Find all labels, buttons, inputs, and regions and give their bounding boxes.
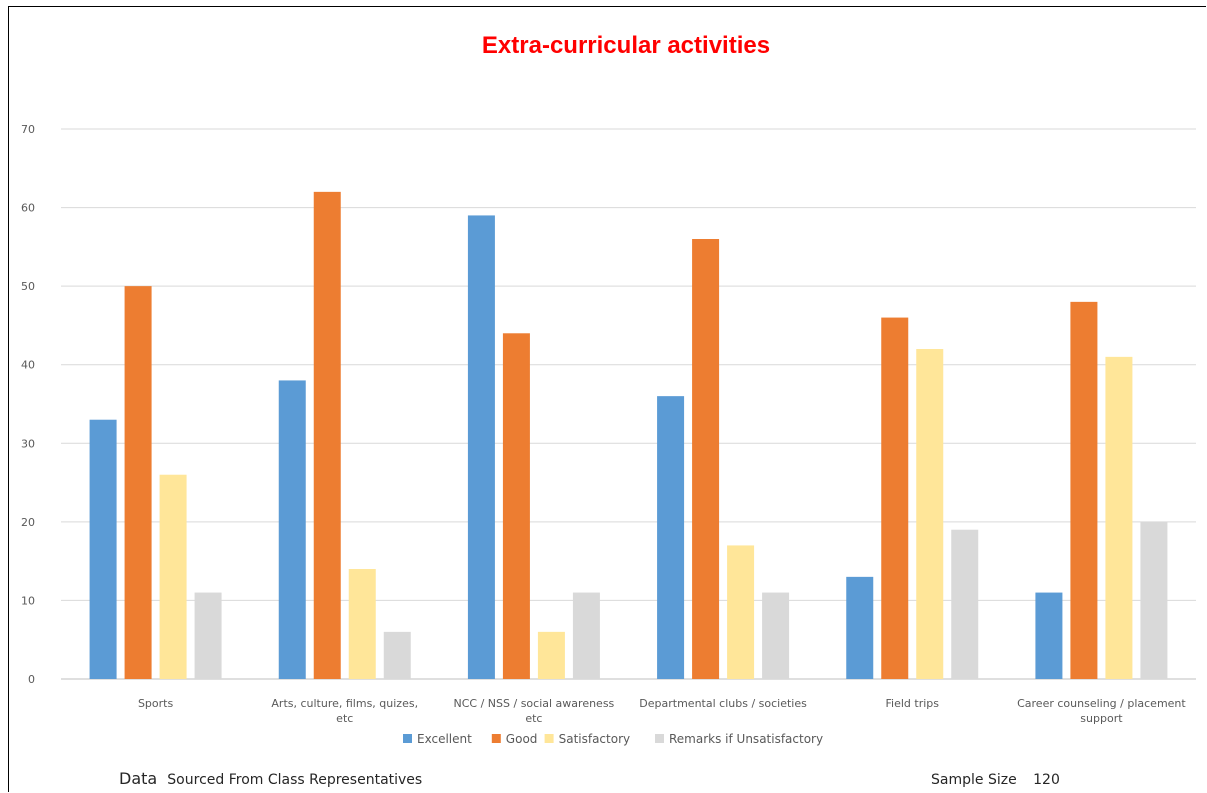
bar-remarks-if-unsatisfactory (572, 592, 600, 679)
y-tick-label: 50 (21, 280, 35, 293)
bar-excellent (89, 419, 117, 679)
bar-remarks-if-unsatisfactory (383, 631, 411, 679)
bar-satisfactory (159, 474, 187, 679)
bar-satisfactory (537, 631, 565, 679)
legend-swatch (403, 734, 412, 743)
y-tick-label: 10 (21, 594, 35, 607)
y-tick-label: 40 (21, 359, 35, 372)
x-category-label: Career counseling / placement support (1017, 697, 1186, 725)
x-category-label: NCC / NSS / social awareness etc (454, 697, 615, 725)
bar-excellent (1035, 592, 1063, 679)
legend-swatch (544, 734, 554, 743)
bar-excellent (846, 576, 874, 679)
bar-good (313, 191, 341, 679)
bar-good (881, 317, 909, 679)
x-axis-labels: Sports Arts, culture, films, quizes, etc NC… (138, 697, 1186, 725)
x-category-label: Departmental clubs / societies (639, 697, 807, 710)
legend-swatch (655, 734, 664, 743)
bar-remarks-if-unsatisfactory (951, 529, 979, 679)
chart: Extra-curricular activities 0 10 20 30 40 50 6… (21, 32, 1196, 788)
legend-label: Good (506, 732, 538, 746)
bar-remarks-if-unsatisfactory (1140, 521, 1168, 679)
bar-good (692, 239, 720, 679)
chart-title: Extra-curricular activities (482, 32, 770, 59)
footer-source-text: Sourced From Class Representatives (167, 772, 422, 788)
bar-good (124, 286, 152, 679)
bar-good (1070, 301, 1098, 679)
y-tick-label: 20 (21, 516, 35, 529)
y-tick-label: 70 (21, 123, 35, 136)
x-category-label: Field trips (886, 697, 940, 710)
bar-satisfactory (727, 545, 755, 679)
bar-excellent (467, 215, 495, 679)
bar-good (502, 333, 530, 679)
legend-label: Remarks if Unsatisfactory (669, 732, 823, 746)
y-tick-label: 30 (21, 437, 35, 450)
legend: Excellent Good Satisfactory Remarks if Unsa… (403, 732, 823, 746)
grid-layer: 0 10 20 30 40 50 60 70 (21, 123, 1196, 686)
y-tick-label: 0 (28, 673, 35, 686)
footer-data-word: Data (119, 769, 157, 788)
bar-satisfactory (1105, 356, 1133, 679)
x-category-label: Arts, culture, films, quizes, etc (271, 697, 418, 725)
bar-excellent (278, 380, 306, 679)
bar-excellent (657, 396, 685, 679)
footer-source: Data Sourced From Class Representatives (119, 769, 422, 788)
legend-label: Satisfactory (559, 732, 631, 746)
bars-layer (89, 191, 1168, 679)
legend-label: Excellent (417, 732, 472, 746)
y-tick-label: 60 (21, 202, 35, 215)
footer-sample-label: Sample Size (931, 772, 1017, 788)
x-category-label: Sports (138, 697, 174, 710)
bar-remarks-if-unsatisfactory (194, 592, 222, 679)
bar-satisfactory (916, 349, 944, 679)
legend-swatch (491, 734, 501, 743)
chart-frame: Extra-curricular activities 0 10 20 30 40 50 6… (8, 6, 1206, 792)
footer-sample-size: Sample Size 120 (931, 772, 1060, 788)
bar-satisfactory (348, 569, 376, 679)
bar-remarks-if-unsatisfactory (762, 592, 790, 679)
footer-sample-value: 120 (1033, 772, 1060, 788)
